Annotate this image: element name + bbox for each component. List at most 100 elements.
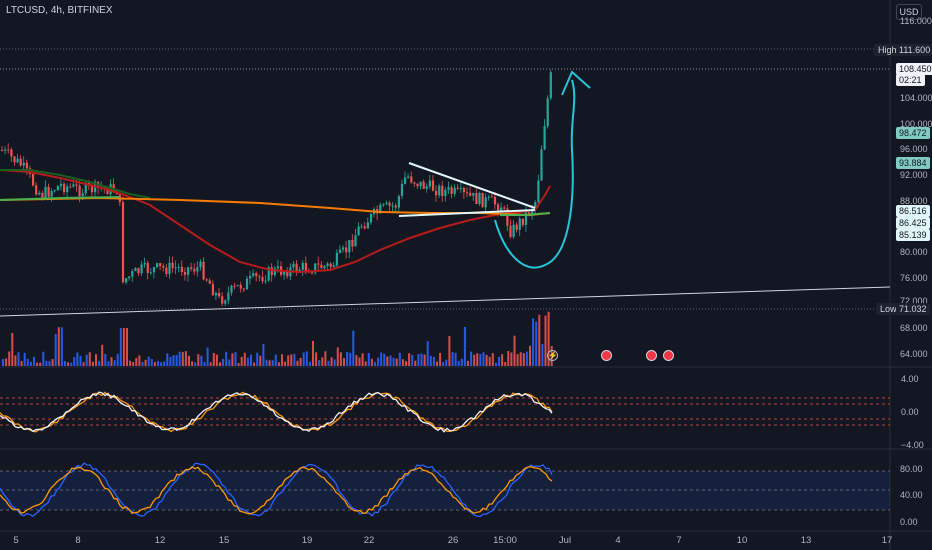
volume-bar: [85, 354, 88, 366]
volume-bar: [386, 356, 389, 366]
candle-body: [165, 267, 168, 274]
volume-bar: [479, 354, 482, 366]
candle-body: [44, 186, 47, 199]
candle-body: [487, 196, 490, 198]
candle-body: [304, 262, 307, 272]
volume-bar: [8, 351, 11, 366]
volume-bar: [33, 356, 35, 366]
ma-value-2: 93.884: [896, 157, 930, 169]
volume-bar: [73, 357, 76, 366]
time-axis-label: 15: [218, 535, 230, 546]
volume-bar: [501, 354, 504, 366]
candle-body: [283, 271, 286, 275]
ma-value-3: 86.516: [896, 205, 930, 217]
volume-bar: [178, 351, 181, 366]
candle-body: [503, 207, 506, 209]
candle-body: [301, 262, 304, 270]
volume-bar: [457, 360, 460, 366]
volume-bar: [36, 362, 39, 366]
volume-bar: [507, 351, 510, 366]
time-axis-label: 17: [881, 535, 893, 546]
volume-bar: [485, 354, 488, 366]
us-flag-event-icon[interactable]: [663, 350, 674, 361]
osc1-main-line: [0, 391, 553, 433]
high-label: High: [874, 44, 901, 56]
volume-bar: [467, 360, 469, 366]
candle-body: [382, 204, 385, 206]
candle-body: [190, 267, 193, 269]
volume-bar: [141, 361, 144, 366]
osc1-axis-label: 4.00: [901, 374, 919, 384]
volume-bar: [367, 352, 370, 366]
candle-body: [75, 184, 78, 186]
volume-bar: [48, 360, 51, 366]
volume-bar: [228, 359, 231, 366]
candle-body: [156, 263, 159, 268]
candle-body: [534, 202, 537, 209]
ma-red-line: [0, 169, 551, 274]
candle-body: [168, 262, 171, 274]
us-flag-event-icon[interactable]: [601, 350, 612, 361]
candle-body: [456, 187, 459, 189]
candle-body: [342, 247, 345, 250]
candle-body: [450, 187, 453, 194]
candle-body: [298, 269, 301, 273]
time-axis-label: 8: [75, 535, 81, 546]
volume-bar: [259, 355, 262, 366]
volume-bar: [253, 362, 256, 366]
volume-bar: [463, 326, 466, 366]
volume-bar: [95, 354, 97, 366]
volume-bar: [107, 361, 110, 366]
volume-bar: [104, 353, 107, 366]
volume-bar: [312, 340, 314, 366]
candle-body: [224, 300, 227, 304]
low-value: 71.032: [896, 303, 930, 315]
price-axis-label: 76.000: [900, 273, 928, 283]
candle-body: [360, 226, 363, 228]
candle-body: [369, 214, 373, 223]
ma-light-green-line: [500, 212, 551, 216]
volume-bar: [5, 358, 8, 366]
volume-bar: [315, 352, 318, 366]
candle-body: [134, 268, 137, 272]
candle-body: [16, 158, 19, 163]
candle-body: [53, 190, 56, 192]
volume-bar: [321, 357, 324, 366]
dividend-event-icon[interactable]: ⚡: [547, 350, 558, 361]
candle-body: [264, 280, 267, 282]
volume-bar: [144, 359, 147, 366]
time-axis-label: Jul: [558, 535, 572, 546]
candle-body: [332, 265, 335, 267]
volume-bar: [237, 362, 240, 366]
volume-bar: [392, 357, 395, 366]
candle-body: [4, 149, 7, 151]
candle-body: [59, 183, 63, 186]
candle-body: [106, 187, 109, 195]
candle-body: [221, 296, 224, 304]
arrow-curve: [494, 79, 576, 269]
candle-body: [196, 267, 199, 272]
symbol-title[interactable]: LTCUSD, 4h, BITFINEX: [6, 5, 113, 16]
currency-button[interactable]: USD: [896, 4, 922, 20]
volume-bar: [274, 354, 277, 366]
candle-body: [90, 185, 94, 193]
candle-body: [205, 279, 208, 281]
candle-body: [326, 263, 329, 266]
candle-body: [183, 272, 187, 275]
volume-bar: [436, 361, 438, 366]
volume-bar: [212, 352, 215, 366]
candle-body: [10, 149, 13, 157]
volume-bar: [110, 357, 113, 366]
candle-body: [354, 235, 357, 247]
volume-bar: [119, 328, 122, 366]
candle-body: [444, 189, 447, 196]
volume-bar: [532, 318, 535, 366]
candle-body: [543, 126, 546, 150]
candle-body: [500, 207, 503, 211]
candle-body: [140, 264, 143, 274]
high-value: 111.600: [896, 44, 932, 56]
volume-bar: [76, 352, 79, 366]
us-flag-event-icon[interactable]: [646, 350, 657, 361]
candle-body: [379, 204, 382, 214]
